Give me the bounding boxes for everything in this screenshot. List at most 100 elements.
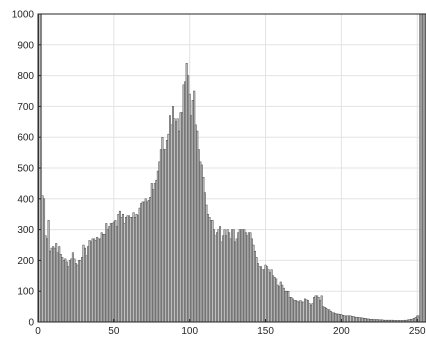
histogram-bar — [129, 217, 132, 323]
histogram-bar — [100, 232, 103, 323]
histogram-bar — [310, 304, 313, 323]
histogram-bar — [184, 81, 187, 323]
histogram-bar — [282, 287, 285, 323]
x-tick-label: 0 — [35, 326, 41, 337]
histogram-bar — [176, 118, 179, 323]
histogram-bar — [162, 149, 165, 323]
histogram-bar — [71, 252, 74, 323]
histogram-bar — [317, 297, 320, 323]
histogram-bar — [84, 247, 87, 323]
histogram-bar — [76, 264, 79, 323]
y-tick-label: 700 — [17, 102, 34, 113]
y-tick-label: 200 — [17, 256, 34, 267]
histogram-bar — [64, 258, 67, 323]
histogram-bar — [206, 213, 209, 323]
histogram-bar — [159, 149, 162, 323]
histogram-bar — [272, 275, 275, 323]
y-tick-label: 0 — [28, 318, 34, 329]
histogram-bar — [165, 140, 168, 323]
histogram-bar — [281, 284, 284, 323]
histogram-bar — [46, 238, 49, 323]
histogram-bar — [313, 297, 316, 323]
histogram-bar — [287, 290, 290, 323]
histogram-bar — [300, 301, 303, 323]
tick-labels-layer: 0 50 100 150 200 250 0 100 200 300 400 500 600 700 800… — [12, 10, 426, 338]
histogram-bar — [191, 100, 194, 323]
histogram-bar — [294, 300, 297, 323]
histogram-bar — [167, 133, 170, 323]
histogram-bar — [105, 223, 108, 323]
histogram-bar — [334, 313, 337, 323]
histogram-bar — [278, 286, 281, 323]
histogram-bar — [329, 310, 332, 323]
histogram-bar — [70, 258, 73, 323]
histogram-bar — [267, 269, 270, 323]
histogram-bar — [423, 13, 426, 323]
histogram-bar — [266, 266, 269, 323]
histogram-bar — [253, 250, 256, 323]
histogram-bar — [112, 221, 115, 323]
histogram-bar — [67, 266, 70, 323]
histogram-bar — [200, 164, 203, 323]
x-tick-label: 100 — [181, 326, 198, 337]
histogram-bar — [299, 300, 302, 323]
histogram-bar — [302, 301, 305, 323]
histogram-bar — [52, 246, 55, 323]
histogram-bar — [323, 306, 326, 323]
histogram-bar — [88, 240, 91, 323]
histogram-bar — [328, 309, 331, 323]
histogram-bar — [319, 300, 322, 323]
histogram-bar — [354, 316, 357, 323]
histogram-bar — [256, 263, 259, 323]
histogram-bar — [205, 204, 208, 323]
histogram-bar — [228, 232, 231, 323]
histogram-bar — [413, 318, 416, 323]
histogram-bar — [337, 313, 340, 323]
histogram-bar — [170, 124, 173, 323]
histogram-bar — [188, 93, 191, 323]
histogram-bar — [249, 232, 252, 323]
histogram-bar — [308, 303, 311, 323]
histogram-bar — [178, 130, 181, 323]
histogram-bar — [331, 312, 334, 323]
histogram-bar — [219, 226, 222, 323]
histogram-bar — [79, 260, 82, 323]
histogram-bar — [141, 201, 144, 323]
histogram-bar — [357, 317, 360, 323]
histogram-bar — [61, 257, 64, 323]
histogram-bar — [352, 316, 355, 323]
histogram-bar — [364, 318, 367, 323]
histogram-bar — [44, 235, 47, 323]
histogram-bar — [335, 313, 338, 323]
histogram-bar — [93, 238, 96, 323]
histogram-bar — [291, 298, 294, 323]
histogram-bar — [137, 215, 140, 323]
histogram-bar — [229, 238, 232, 323]
histogram-bar — [73, 258, 76, 323]
y-tick-label: 100 — [17, 287, 34, 298]
histogram-bar — [173, 118, 176, 323]
y-tick-label: 600 — [17, 133, 34, 144]
histogram-bar — [212, 229, 215, 323]
histogram-bar — [43, 198, 46, 323]
histogram-bar — [99, 238, 102, 323]
histogram-bar — [305, 299, 308, 323]
histogram-bar — [220, 241, 223, 323]
y-tick-label: 800 — [17, 71, 34, 82]
histogram-bar — [417, 315, 420, 323]
histogram-bar — [121, 213, 124, 323]
histogram-bar — [325, 307, 328, 323]
histogram-bar — [68, 260, 71, 323]
histogram-bar — [307, 300, 310, 323]
histogram-bar — [120, 217, 123, 323]
histogram-bar — [53, 247, 56, 323]
histogram-bar — [285, 290, 288, 323]
histogram-bar — [85, 255, 88, 323]
histogram-bar — [355, 317, 358, 323]
histogram-bar — [155, 180, 158, 323]
histogram-bar — [316, 295, 319, 323]
histogram-bar — [149, 197, 152, 323]
histogram-bar — [264, 264, 267, 323]
histogram-bar — [279, 281, 282, 323]
